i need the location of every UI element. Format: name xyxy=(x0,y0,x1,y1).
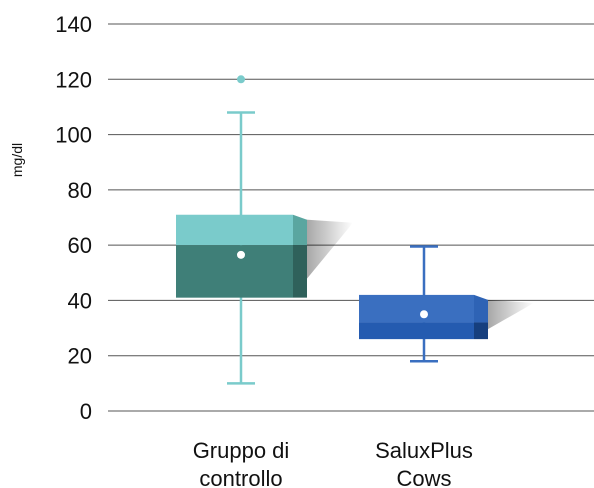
box-lower-quartile xyxy=(176,245,293,298)
category-label-line: controllo xyxy=(199,466,282,488)
mean-point xyxy=(237,250,245,259)
y-tick-label: 40 xyxy=(68,288,92,313)
category-label: SaluxPlus Cows xyxy=(375,438,473,488)
category-label-line: Cows xyxy=(396,466,451,488)
category-label-line: Gruppo di xyxy=(193,438,290,463)
box-lower-quartile xyxy=(359,322,474,340)
box-side-lower xyxy=(293,245,307,298)
y-tick-label: 140 xyxy=(55,12,92,37)
y-axis-title: mg/dl xyxy=(9,143,25,177)
y-tick-labels: 0 20 40 60 80 100 120 140 xyxy=(55,12,92,424)
y-tick-label: 60 xyxy=(68,233,92,258)
category-labels: Gruppo di controllo SaluxPlus Cows xyxy=(193,438,473,488)
y-tick-label: 20 xyxy=(68,344,92,369)
y-tick-label: 100 xyxy=(55,123,92,148)
box-group xyxy=(359,245,534,363)
box-upper-quartile xyxy=(176,214,293,246)
box-group xyxy=(176,75,353,385)
box-side-lower xyxy=(474,322,488,340)
box-shadow xyxy=(474,298,534,338)
y-tick-label: 120 xyxy=(55,67,92,92)
box-side-upper xyxy=(474,294,488,323)
box-shadow xyxy=(293,218,353,296)
boxes xyxy=(176,75,534,385)
outlier-point xyxy=(237,75,245,84)
category-label-line: SaluxPlus xyxy=(375,438,473,463)
box-upper-quartile xyxy=(359,294,474,323)
category-label: Gruppo di controllo xyxy=(193,438,290,488)
y-tick-label: 0 xyxy=(80,399,92,424)
box-side-upper xyxy=(293,214,307,246)
mean-point xyxy=(420,310,428,319)
y-tick-label: 80 xyxy=(68,178,92,203)
